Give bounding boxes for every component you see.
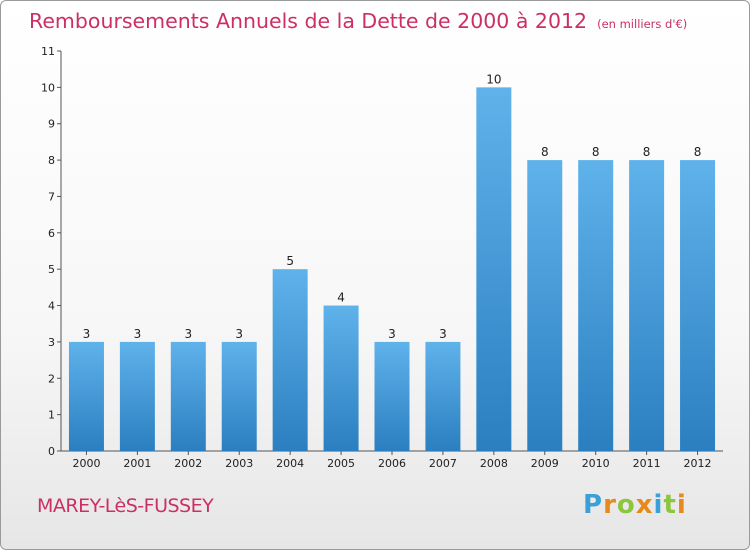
bar-value-label: 5 <box>286 254 294 268</box>
bar-value-label: 4 <box>337 291 345 305</box>
y-tick-label: 5 <box>48 263 55 276</box>
logo-letter: o <box>616 490 636 520</box>
x-tick-label: 2002 <box>174 457 202 470</box>
x-tick-label: 2003 <box>225 457 253 470</box>
bar <box>170 341 206 451</box>
x-tick-label: 2011 <box>633 457 661 470</box>
y-tick-label: 4 <box>48 300 55 313</box>
y-tick-label: 9 <box>48 118 55 131</box>
commune-name: MAREY-LèS-FUSSEY <box>37 495 214 517</box>
logo-letter: x <box>635 490 654 520</box>
bar-value-label: 8 <box>643 145 651 159</box>
logo-letter: i <box>676 490 687 520</box>
bar <box>680 160 716 451</box>
y-tick-label: 7 <box>48 190 55 203</box>
bar-value-label: 3 <box>235 327 243 341</box>
bar-value-label: 10 <box>486 72 501 86</box>
x-tick-label: 2005 <box>327 457 355 470</box>
y-tick-label: 3 <box>48 336 55 349</box>
x-tick-label: 2000 <box>72 457 100 470</box>
bar-value-label: 8 <box>592 145 600 159</box>
bar <box>68 341 104 451</box>
x-tick-label: 2004 <box>276 457 304 470</box>
x-tick-label: 2010 <box>582 457 610 470</box>
chart-title-unit: (en milliers d'€) <box>597 17 688 31</box>
bar <box>527 160 563 451</box>
bar-value-label: 3 <box>83 327 91 341</box>
y-tick-label: 0 <box>48 445 55 458</box>
bar <box>578 160 614 451</box>
x-tick-label: 2008 <box>480 457 508 470</box>
bar <box>629 160 665 451</box>
y-tick-label: 10 <box>41 81 55 94</box>
x-tick-label: 2006 <box>378 457 406 470</box>
proxiti-logo: Proxiti <box>583 490 687 520</box>
bar-value-label: 8 <box>694 145 702 159</box>
bar-value-label: 3 <box>388 327 396 341</box>
y-tick-label: 8 <box>48 154 55 167</box>
chart-title: Remboursements Annuels de la Dette de 20… <box>29 9 687 33</box>
bar <box>119 341 155 451</box>
y-tick-label: 6 <box>48 227 55 240</box>
bar <box>425 341 461 451</box>
logo-letter: i <box>653 490 664 520</box>
bar-value-label: 8 <box>541 145 549 159</box>
x-tick-label: 2007 <box>429 457 457 470</box>
bar <box>221 341 257 451</box>
bar <box>476 87 512 451</box>
bar-value-label: 3 <box>439 327 447 341</box>
y-tick-label: 11 <box>41 45 55 58</box>
logo-letter: P <box>583 490 604 520</box>
logo-letter: r <box>603 490 617 520</box>
logo-letter: t <box>663 490 677 520</box>
bar <box>323 305 359 451</box>
chart-title-text: Remboursements Annuels de la Dette de 20… <box>29 9 588 33</box>
bar <box>272 269 308 451</box>
x-tick-label: 2012 <box>684 457 712 470</box>
bar-value-label: 3 <box>134 327 142 341</box>
bar <box>374 341 410 451</box>
y-tick-label: 2 <box>48 372 55 385</box>
x-tick-label: 2009 <box>531 457 559 470</box>
bar-value-label: 3 <box>184 327 192 341</box>
x-tick-label: 2001 <box>123 457 151 470</box>
y-tick-label: 1 <box>48 409 55 422</box>
